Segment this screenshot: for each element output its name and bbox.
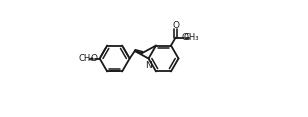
Text: O: O: [181, 33, 188, 42]
Text: O: O: [172, 21, 179, 30]
Text: CH₃: CH₃: [184, 33, 200, 42]
Text: CH₃: CH₃: [79, 54, 94, 63]
Text: N: N: [145, 61, 152, 70]
Text: O: O: [90, 54, 97, 63]
